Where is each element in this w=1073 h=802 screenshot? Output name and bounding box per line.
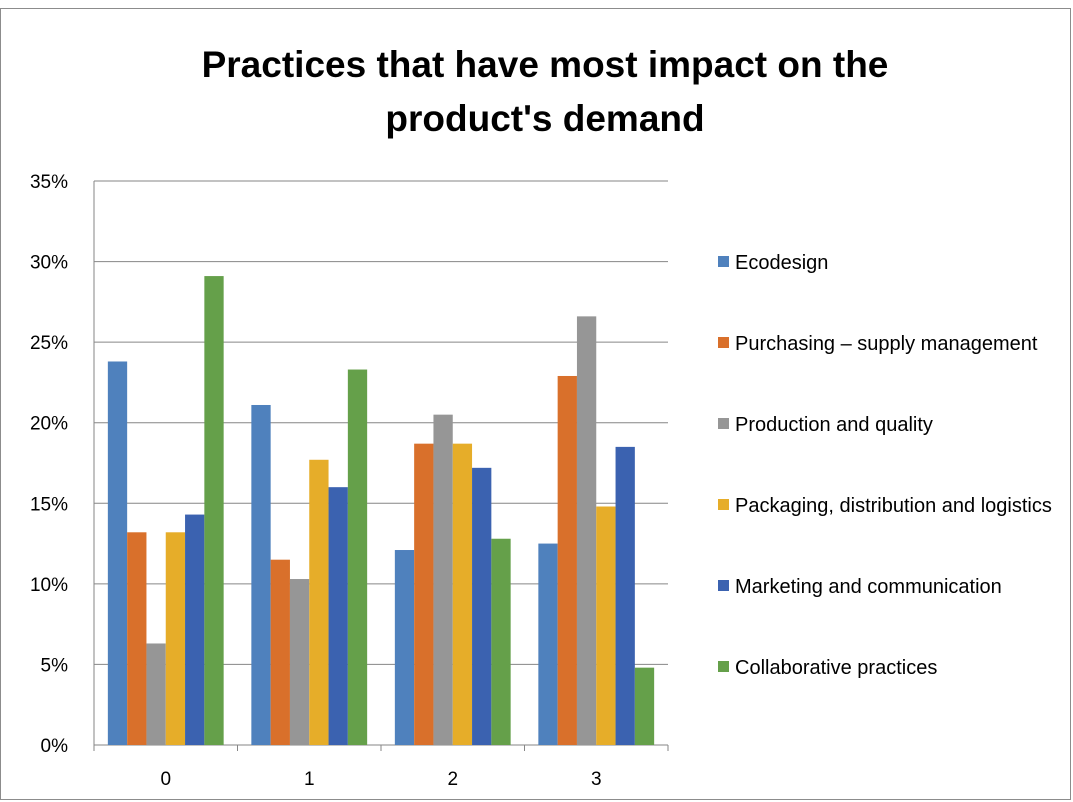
chart-title: Practices that have most impact on the p… — [201, 44, 889, 139]
y-tick-label: 0% — [41, 736, 69, 757]
bar — [146, 643, 166, 745]
legend-label: Purchasing – supply management — [735, 333, 1038, 355]
legend-swatch — [718, 499, 729, 510]
bar — [328, 487, 348, 745]
bar — [127, 532, 147, 745]
legend-swatch — [718, 256, 729, 267]
y-tick-label: 15% — [30, 494, 68, 515]
y-tick-label: 5% — [41, 655, 69, 676]
bar — [615, 446, 635, 745]
y-tick-label: 35% — [30, 172, 68, 193]
bar — [270, 559, 290, 745]
x-tick-label: 1 — [304, 769, 315, 790]
bar — [165, 532, 186, 745]
legend-item: Packaging, distribution and logistics — [718, 491, 1065, 522]
bar — [414, 443, 434, 745]
legend-swatch — [718, 418, 729, 429]
legend-item: Marketing and communication — [718, 572, 1065, 603]
legend-label: Collaborative practices — [735, 657, 938, 679]
bar — [452, 443, 473, 745]
x-tick-label: 0 — [160, 769, 171, 790]
bar — [289, 579, 310, 745]
bar — [433, 414, 453, 745]
y-tick-label: 10% — [30, 575, 68, 596]
x-tick-label: 2 — [447, 769, 458, 790]
bar — [394, 550, 415, 745]
x-tick-label: 3 — [591, 769, 602, 790]
legend-swatch — [718, 337, 729, 348]
legend-item: Production and quality — [718, 410, 1065, 441]
bar — [309, 459, 329, 745]
bar — [185, 514, 205, 745]
bar — [107, 361, 128, 745]
legend-item: Ecodesign — [718, 248, 1065, 279]
bar — [204, 276, 224, 745]
bar — [251, 404, 271, 745]
bar — [596, 506, 616, 745]
legend-label: Production and quality — [735, 414, 933, 436]
bar — [576, 316, 597, 745]
legend-label: Ecodesign — [735, 252, 829, 274]
bar — [634, 667, 655, 745]
legend-swatch — [718, 580, 729, 591]
legend-item: Purchasing – supply management — [718, 329, 1065, 360]
legend-label: Packaging, distribution and logistics — [735, 495, 1052, 517]
bar — [538, 543, 558, 745]
y-tick-label: 20% — [30, 414, 68, 435]
legend-label: Marketing and communication — [735, 576, 1002, 598]
y-tick-label: 30% — [30, 253, 68, 274]
bar — [557, 375, 577, 745]
bar — [472, 467, 492, 745]
bar — [491, 538, 511, 745]
y-tick-label: 25% — [30, 333, 68, 354]
bar — [347, 369, 368, 745]
legend-item: Collaborative practices — [718, 653, 1065, 684]
legend-swatch — [718, 661, 729, 672]
